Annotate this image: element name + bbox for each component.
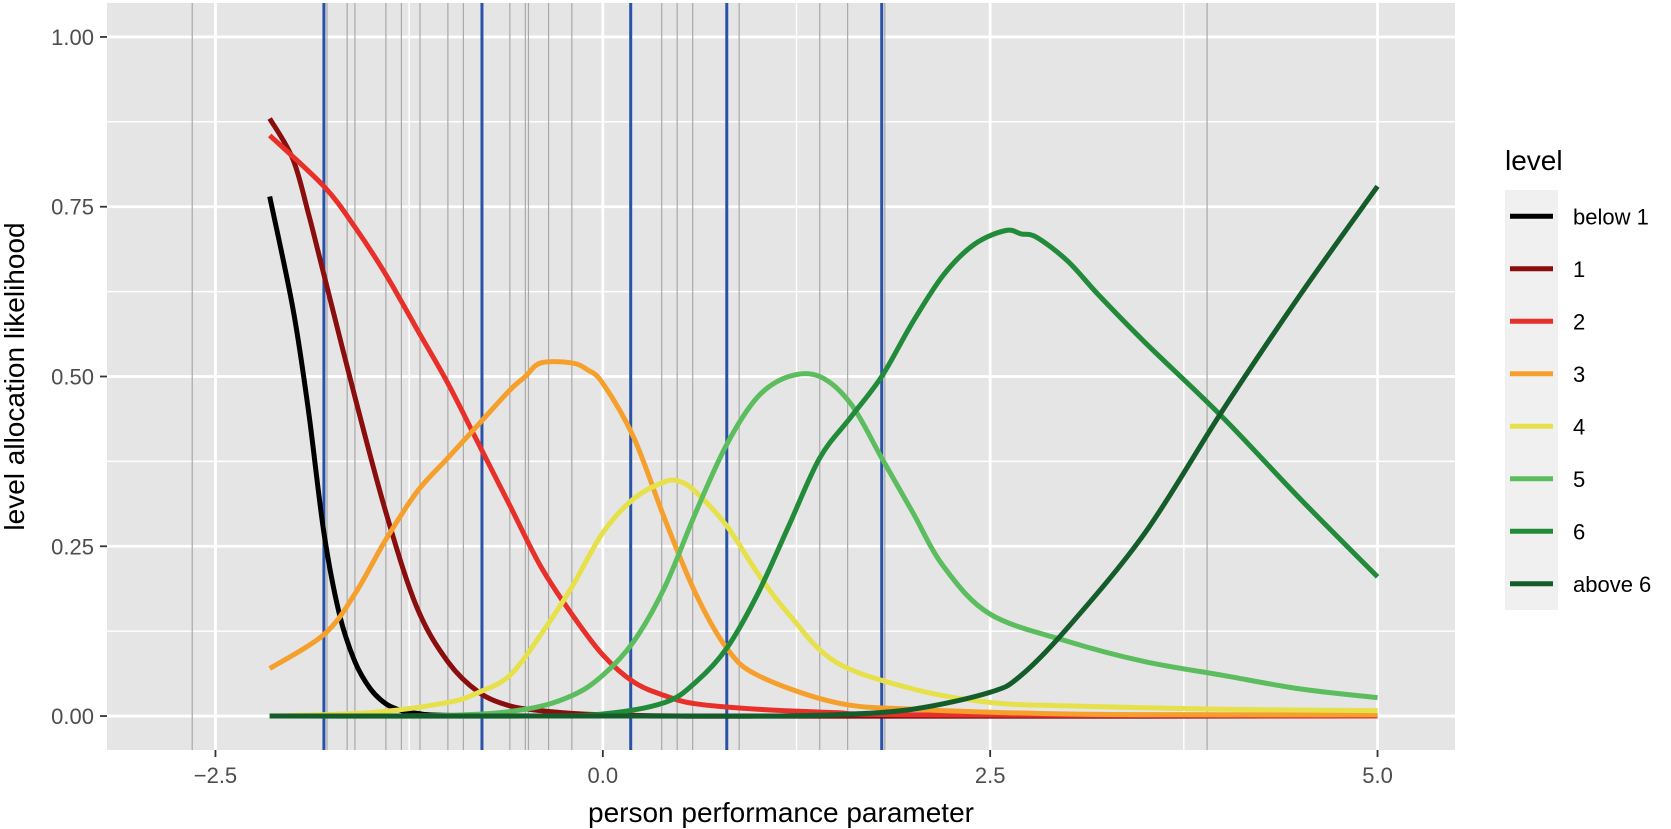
- series-line-5: [269, 371, 1378, 719]
- y-tick-label: 1.00: [51, 25, 94, 50]
- legend-items: below 1 1 2 3 4 5 6 above 6: [1510, 204, 1651, 597]
- y-axis: 0.00 0.25 0.50 0.75 1.00: [51, 25, 107, 729]
- legend-key-background: [1505, 190, 1558, 610]
- legend-item: 4: [1510, 414, 1585, 439]
- legend-item: 6: [1510, 519, 1585, 544]
- series-lines: [267, 117, 1380, 719]
- legend-item: 3: [1510, 362, 1585, 387]
- legend-label: 6: [1573, 519, 1585, 544]
- legend-label: 4: [1573, 414, 1585, 439]
- legend-label: below 1: [1573, 204, 1649, 229]
- x-tick-label: 0.0: [588, 763, 619, 788]
- legend-item: 1: [1510, 257, 1585, 282]
- x-tick-label: 2.5: [975, 763, 1006, 788]
- legend-item: below 1: [1510, 204, 1649, 229]
- legend-label: 5: [1573, 467, 1585, 492]
- legend-item: 5: [1510, 467, 1585, 492]
- series-line-6: [269, 227, 1380, 719]
- major-gridlines: [107, 3, 1455, 750]
- legend: level below 1 1 2 3 4 5 6 above 6: [1505, 145, 1651, 610]
- legend-title: level: [1505, 145, 1563, 176]
- legend-item: above 6: [1510, 572, 1651, 597]
- legend-label: 3: [1573, 362, 1585, 387]
- legend-label: 2: [1573, 309, 1585, 334]
- x-axis: −2.5 0.0 2.5 5.0: [194, 750, 1393, 788]
- legend-label: 1: [1573, 257, 1585, 282]
- series-line-4: [269, 477, 1378, 719]
- x-tick-label: −2.5: [194, 763, 237, 788]
- legend-label: above 6: [1573, 572, 1651, 597]
- y-tick-label: 0.75: [51, 195, 94, 220]
- y-tick-label: 0.00: [51, 704, 94, 729]
- x-axis-title: person performance parameter: [588, 797, 974, 828]
- y-tick-label: 0.50: [51, 365, 94, 390]
- legend-item: 2: [1510, 309, 1585, 334]
- series-line-above-6: [269, 184, 1380, 719]
- x-tick-label: 5.0: [1362, 763, 1393, 788]
- series-line-3: [268, 359, 1378, 718]
- y-axis-title: level allocation likelihood: [0, 222, 30, 530]
- y-tick-label: 0.25: [51, 534, 94, 559]
